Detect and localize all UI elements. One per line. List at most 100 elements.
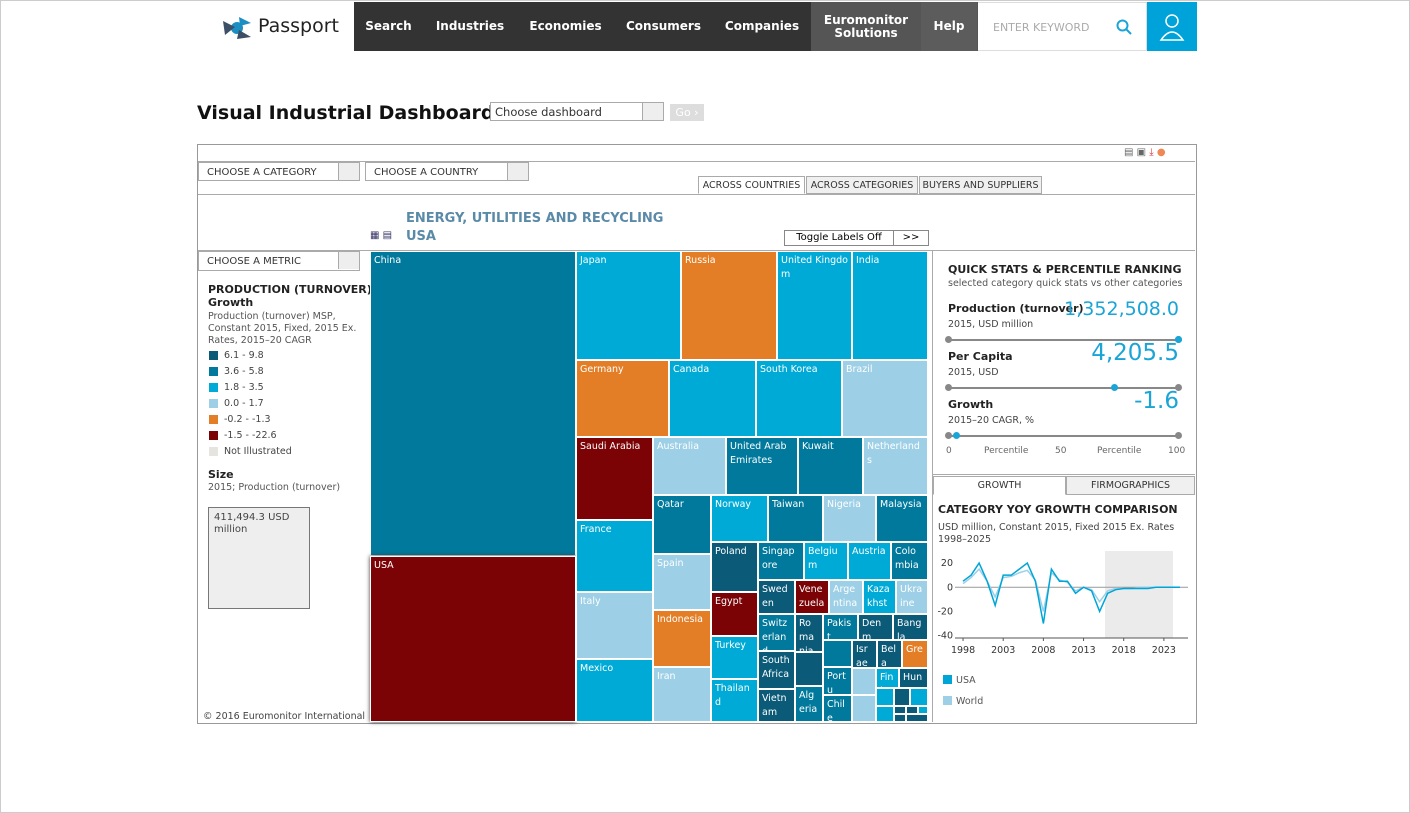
user-button[interactable] bbox=[1147, 2, 1197, 51]
y-tick-label: 20 bbox=[941, 558, 953, 569]
treemap-tile[interactable]: Singapore bbox=[758, 542, 804, 580]
treemap-tile[interactable]: Brazil bbox=[842, 360, 928, 437]
treemap-tile[interactable]: Nigeria bbox=[823, 495, 876, 542]
toggle-labels[interactable]: Toggle Labels Off bbox=[784, 230, 894, 246]
treemap-tile[interactable] bbox=[795, 652, 823, 686]
nav-item[interactable]: Euromonitor Solutions bbox=[811, 2, 922, 51]
treemap-tile[interactable]: Italy bbox=[576, 592, 653, 659]
treemap-tile[interactable] bbox=[852, 668, 876, 695]
treemap-tile[interactable]: Sweden bbox=[758, 580, 795, 614]
go-button[interactable]: Go › bbox=[670, 104, 704, 121]
treemap-tile[interactable] bbox=[894, 688, 910, 706]
treemap-tile[interactable]: South Korea bbox=[756, 360, 842, 437]
treemap-tile[interactable]: Qatar bbox=[653, 495, 711, 554]
treemap-tile[interactable]: Bangla bbox=[893, 614, 928, 640]
treemap-tile[interactable]: Iran bbox=[653, 667, 711, 722]
treemap-tile[interactable]: Israe bbox=[852, 640, 877, 668]
treemap-tile[interactable]: France bbox=[576, 520, 653, 592]
treemap-tile[interactable]: Switzerland bbox=[758, 614, 795, 651]
treemap-tile[interactable] bbox=[876, 688, 894, 706]
tile-label: Israe bbox=[856, 644, 868, 668]
treemap-tile[interactable] bbox=[876, 706, 894, 722]
growth-tab[interactable]: FIRMOGRAPHICS bbox=[1066, 476, 1195, 495]
treemap-tile[interactable] bbox=[894, 706, 906, 714]
treemap-tile[interactable]: Denm bbox=[858, 614, 893, 640]
treemap-tile[interactable] bbox=[823, 640, 852, 667]
treemap-tile[interactable]: Ukraine bbox=[896, 580, 928, 614]
treemap-tile[interactable]: Venezuela bbox=[795, 580, 829, 614]
treemap-tile[interactable]: Netherlands bbox=[863, 437, 928, 495]
treemap-tile[interactable]: Australia bbox=[653, 437, 726, 495]
treemap-tile[interactable]: Turkey bbox=[711, 636, 758, 679]
treemap-tile[interactable]: Bela bbox=[877, 640, 902, 668]
treemap-tile[interactable]: United Kingdom bbox=[777, 251, 852, 360]
treemap-tile[interactable] bbox=[910, 688, 928, 706]
treemap-tile[interactable]: Saudi Arabia bbox=[576, 437, 653, 520]
treemap-tile[interactable] bbox=[906, 714, 928, 722]
treemap-tile[interactable] bbox=[918, 706, 928, 714]
treemap-tile[interactable]: Hun bbox=[899, 668, 928, 688]
divider bbox=[198, 194, 1195, 195]
treemap-tile[interactable] bbox=[852, 695, 876, 722]
treemap-tile[interactable]: Austria bbox=[848, 542, 891, 580]
view-icons[interactable]: ▦ ▤ bbox=[370, 230, 393, 241]
treemap-tile[interactable]: Kazakhstan bbox=[863, 580, 896, 614]
nav-item[interactable]: Economies bbox=[517, 2, 615, 51]
search-icon[interactable] bbox=[1116, 19, 1132, 35]
treemap-tile[interactable] bbox=[906, 706, 918, 714]
treemap-tile[interactable]: Russia bbox=[681, 251, 777, 360]
treemap-tile[interactable]: Japan bbox=[576, 251, 681, 360]
treemap-tile[interactable]: India bbox=[852, 251, 928, 360]
export-icons[interactable]: ▤ ▣ ⤓ ● bbox=[1124, 147, 1166, 158]
treemap-tile[interactable]: Indonesia bbox=[653, 610, 711, 667]
nav-item[interactable]: Help bbox=[921, 2, 978, 51]
treemap-tile[interactable]: Finla bbox=[876, 668, 899, 688]
treemap-tile[interactable]: Gre bbox=[902, 640, 928, 668]
treemap-tile[interactable]: China bbox=[370, 251, 576, 556]
treemap-tile[interactable]: Germany bbox=[576, 360, 669, 437]
nav-item[interactable]: Consumers bbox=[614, 2, 714, 51]
nav-item[interactable]: Search bbox=[354, 2, 424, 51]
tile-label: United Arab Emirates bbox=[730, 441, 787, 466]
search-box[interactable]: ENTER KEYWORD bbox=[977, 2, 1147, 51]
treemap-tile[interactable]: Malaysia bbox=[876, 495, 928, 542]
treemap-tile[interactable]: Vietnam bbox=[758, 689, 795, 722]
treemap-tile[interactable]: Romania bbox=[795, 614, 823, 652]
treemap-tile[interactable]: Portu bbox=[823, 667, 852, 695]
treemap-tile[interactable]: Egypt bbox=[711, 592, 758, 636]
country-select[interactable]: CHOOSE A COUNTRY bbox=[365, 162, 529, 181]
treemap-tile[interactable] bbox=[894, 714, 906, 722]
treemap-tile[interactable]: Argentina bbox=[829, 580, 863, 614]
treemap-tile[interactable]: Colombia bbox=[891, 542, 928, 580]
treemap-tile[interactable]: USA bbox=[370, 556, 576, 722]
growth-tab[interactable]: GROWTH bbox=[933, 476, 1066, 495]
treemap-tile[interactable]: Canada bbox=[669, 360, 756, 437]
more-button[interactable]: >> bbox=[893, 230, 929, 246]
nav-item[interactable]: Companies bbox=[713, 2, 812, 51]
treemap-tile[interactable]: Belgium bbox=[804, 542, 848, 580]
treemap-tile[interactable]: Taiwan bbox=[768, 495, 823, 542]
treemap-tile[interactable]: Kuwait bbox=[798, 437, 863, 495]
treemap-tile[interactable]: Thailand bbox=[711, 679, 758, 722]
treemap-tile[interactable]: Chile bbox=[823, 695, 852, 722]
nav-item[interactable]: Industries bbox=[423, 2, 518, 51]
treemap-tile[interactable]: Spain bbox=[653, 554, 711, 610]
treemap-tile[interactable]: Pakist bbox=[823, 614, 858, 640]
treemap-tile[interactable]: Algeria bbox=[795, 686, 823, 722]
view-tab[interactable]: ACROSS CATEGORIES bbox=[806, 176, 918, 194]
view-tab[interactable]: ACROSS COUNTRIES bbox=[698, 176, 805, 194]
dashboard-select[interactable]: Choose dashboard bbox=[490, 102, 664, 121]
treemap-tile[interactable]: South Africa bbox=[758, 651, 795, 689]
tile-label: Saudi Arabia bbox=[580, 441, 641, 452]
stats-title: QUICK STATS & PERCENTILE RANKING bbox=[948, 263, 1182, 276]
treemap-tile[interactable]: Poland bbox=[711, 542, 758, 592]
logo[interactable]: Passport bbox=[258, 15, 339, 37]
treemap-tile[interactable]: Norway bbox=[711, 495, 768, 542]
treemap-tile[interactable]: Mexico bbox=[576, 659, 653, 722]
forecast-band bbox=[1105, 551, 1173, 638]
metric-select[interactable]: CHOOSE A METRIC bbox=[198, 251, 360, 271]
tile-label: Japan bbox=[580, 255, 607, 266]
category-select[interactable]: CHOOSE A CATEGORY bbox=[198, 162, 360, 181]
view-tab[interactable]: BUYERS AND SUPPLIERS bbox=[919, 176, 1042, 194]
treemap-tile[interactable]: United Arab Emirates bbox=[726, 437, 798, 495]
